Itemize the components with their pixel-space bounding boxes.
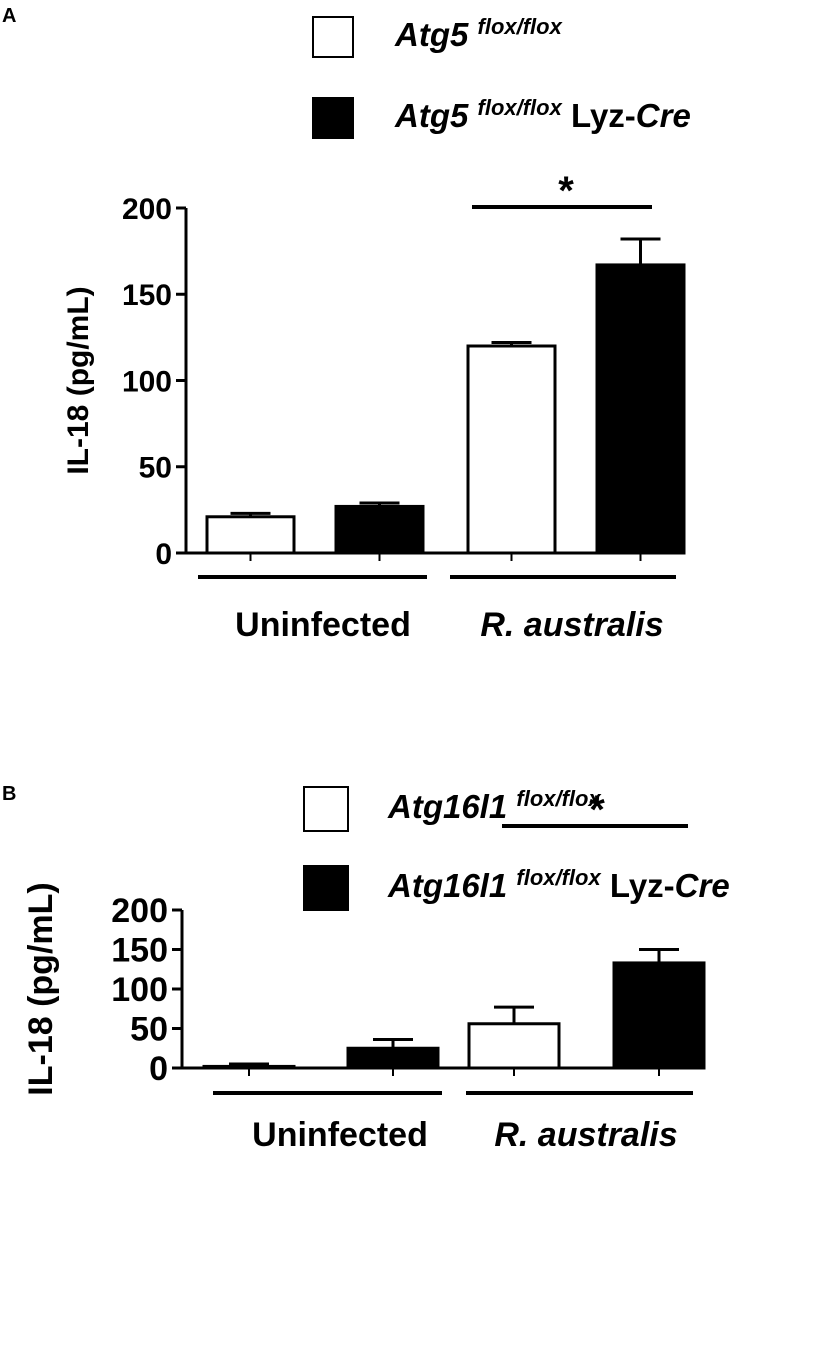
bar [467,1022,561,1070]
legend-genotype: flox/flox [478,95,563,120]
legend-suffix: Lyz- [601,867,675,904]
legend-entry: Atg5 flox/flox Lyz-Cre [394,95,691,134]
significance-marker: * [558,169,574,213]
legend-swatch [312,97,354,139]
legend-gene: Atg16l1 [387,867,516,904]
legend-genotype: flox/flox [478,14,563,39]
y-tick-label: 200 [111,892,168,930]
legend-gene: Atg5 [394,16,478,53]
bar [202,1064,296,1070]
y-tick-label: 100 [122,365,172,398]
y-tick-label: 200 [122,193,172,226]
panel-letter: A [2,5,16,27]
legend-gene: Atg16l1 [387,788,516,825]
y-axis-label: IL-18 (pg/mL) [22,882,60,1095]
legend-genotype: flox/flox [516,786,601,811]
legend-entry: Atg16l1 flox/flox Lyz-Cre [387,865,730,904]
bar [346,1046,440,1070]
legend-swatch [303,865,349,911]
y-tick-label: 100 [111,971,168,1009]
legend-suffix: Lyz- [562,97,636,134]
group-label: Uninfected [235,606,411,644]
group-label: R. australis [480,606,663,644]
legend-suffix-italic: Cre [675,867,730,904]
legend-entry: Atg16l1 flox/flox [387,786,601,825]
chart-panel-a: A 0 50 100 150 200 IL-18 (pg/mL) Uninfected R. a… [2,5,691,644]
y-tick-label: 50 [139,452,172,485]
legend-genotype: flox/flox [516,865,601,890]
legend-swatch [303,786,349,832]
panel-letter: B [2,783,16,805]
bar [612,961,706,1070]
bar [205,515,296,555]
y-tick-label: 150 [111,932,168,970]
group-label: R. australis [494,1116,677,1154]
legend-gene: Atg5 [394,97,478,134]
group-label: Uninfected [252,1116,428,1154]
legend-suffix-italic: Cre [636,97,691,134]
legend-swatch [312,16,354,58]
y-tick-label: 50 [130,1011,168,1049]
legend-entry: Atg5 flox/flox [394,14,563,53]
bar [334,504,425,555]
bar [595,263,686,555]
significance-marker: * [589,788,605,832]
y-tick-label: 150 [122,279,172,312]
y-tick-label: 0 [149,1050,168,1088]
bar [466,344,557,555]
y-tick-label: 0 [155,538,172,571]
y-axis-label: IL-18 (pg/mL) [62,286,95,474]
